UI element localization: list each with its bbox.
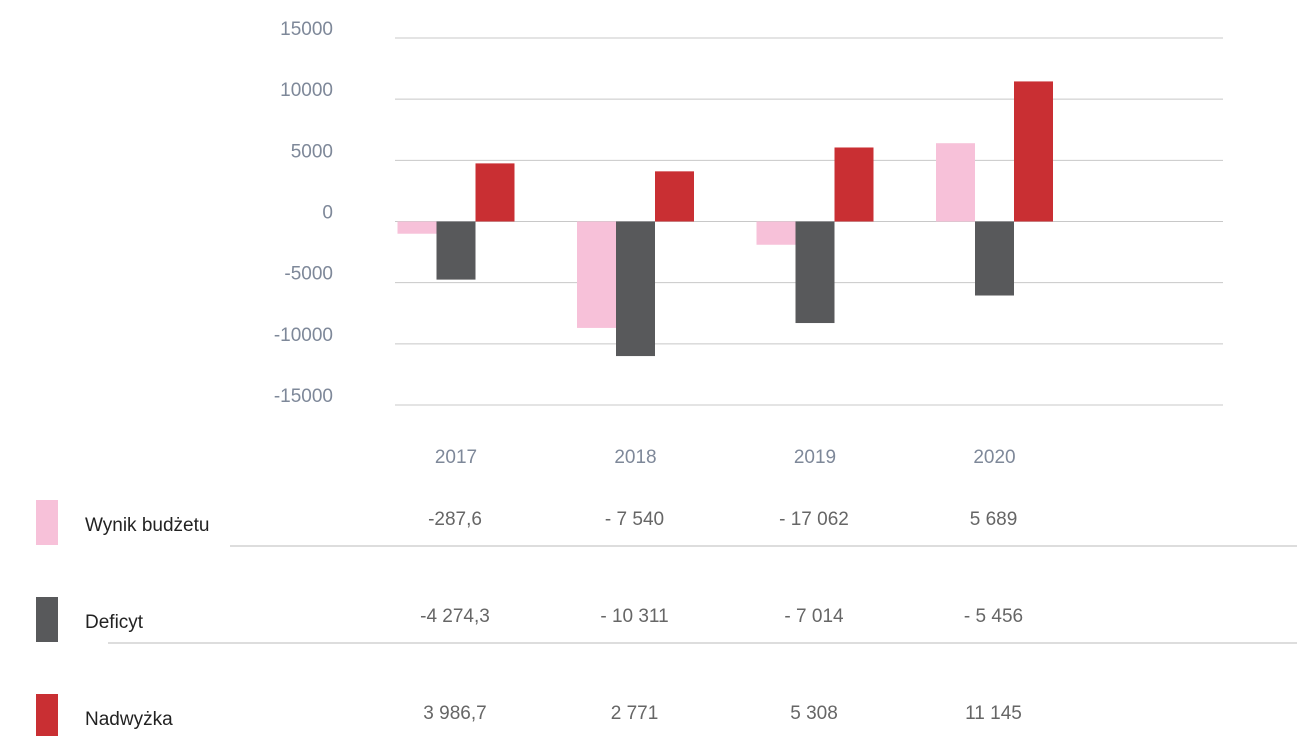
- table-cell: -287,6: [428, 509, 482, 530]
- bar: [655, 171, 694, 222]
- legend-label: Deficyt: [85, 612, 144, 633]
- table-cell: -4 274,3: [420, 606, 490, 627]
- table-cell: - 7 540: [605, 509, 664, 530]
- bar: [795, 221, 835, 324]
- y-tick-label: 5000: [291, 141, 333, 162]
- bar: [756, 221, 796, 245]
- table-cell: - 5 456: [964, 606, 1023, 627]
- y-tick-label: -5000: [284, 264, 333, 285]
- legend-swatch: [36, 597, 58, 642]
- y-tick-label: -15000: [274, 386, 333, 407]
- x-tick-label: 2017: [435, 447, 477, 468]
- bar: [1014, 81, 1053, 222]
- bar: [436, 221, 476, 280]
- legend-label: Wynik budżetu: [85, 515, 209, 536]
- table-cell: 5 689: [970, 509, 1018, 530]
- table-cell: - 10 311: [600, 606, 668, 627]
- y-tick-label: -10000: [274, 325, 333, 346]
- bar: [834, 147, 874, 222]
- table-cell: - 7 014: [784, 606, 844, 627]
- bar: [397, 221, 437, 234]
- bar: [577, 221, 616, 328]
- bar: [616, 221, 655, 357]
- y-tick-label: 15000: [280, 19, 333, 40]
- y-tick-label: 10000: [280, 80, 333, 101]
- x-tick-label: 2020: [973, 447, 1015, 468]
- table-cell: 11 145: [965, 703, 1022, 724]
- legend-swatch: [36, 694, 58, 736]
- x-tick-label: 2019: [794, 447, 836, 468]
- table-cell: 3 986,7: [423, 703, 486, 724]
- bar: [975, 221, 1014, 296]
- legend-swatch: [36, 500, 58, 545]
- table-cell: - 17 062: [779, 509, 849, 530]
- bar: [475, 163, 515, 222]
- y-tick-label: 0: [322, 203, 333, 224]
- table-cell: 2 771: [611, 703, 659, 724]
- bar: [936, 143, 975, 222]
- table-cell: 5 308: [790, 703, 838, 724]
- x-tick-label: 2018: [614, 447, 656, 468]
- legend-label: Nadwyżka: [85, 709, 173, 730]
